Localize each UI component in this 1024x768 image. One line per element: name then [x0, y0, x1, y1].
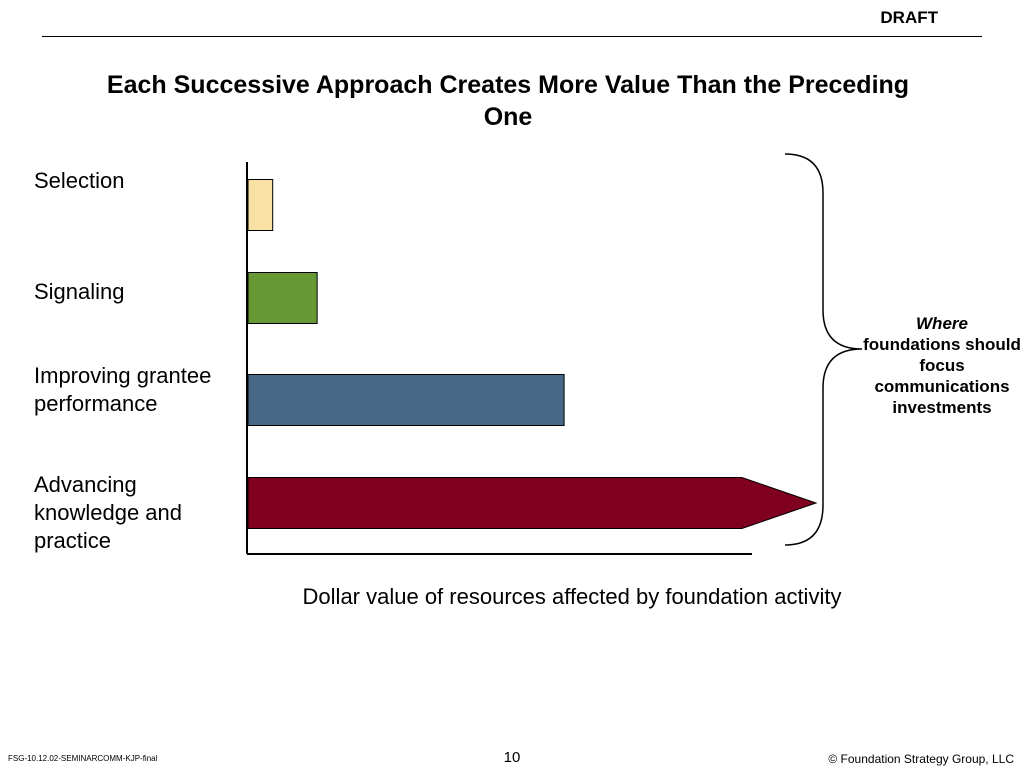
x-axis-label: Dollar value of resources affected by fo…: [302, 584, 842, 609]
annotation-text: foundations should focus communications …: [863, 335, 1021, 417]
bar-selection: [247, 179, 274, 231]
curly-brace: [784, 153, 863, 546]
category-label-selection: Selection: [34, 168, 125, 193]
draft-label: DRAFT: [880, 8, 938, 27]
page-number: 10: [503, 749, 521, 766]
chart-title: Each Successive Approach Creates More Va…: [106, 71, 910, 131]
bar-arrow-advancing-knowledge-and-practice: [247, 477, 818, 529]
category-label-signaling: Signaling: [34, 279, 125, 304]
category-label-improving-grantee-performance: Improving grantee performance: [34, 363, 212, 416]
annotation-emphasis: Where: [916, 314, 968, 333]
category-label-advancing-knowledge: Advancing knowledge and practice: [34, 472, 183, 553]
bar-signaling: [247, 272, 318, 324]
header-rule: [42, 36, 982, 37]
bar-improving-grantee-performance: [247, 374, 565, 426]
footer-copyright: © Foundation Strategy Group, LLC: [828, 752, 1014, 766]
footer-document-id: FSG-10.12.02-SEMINARCOMM-KJP-final: [8, 754, 158, 763]
focus-annotation: Where foundations should focus communica…: [858, 313, 1024, 418]
